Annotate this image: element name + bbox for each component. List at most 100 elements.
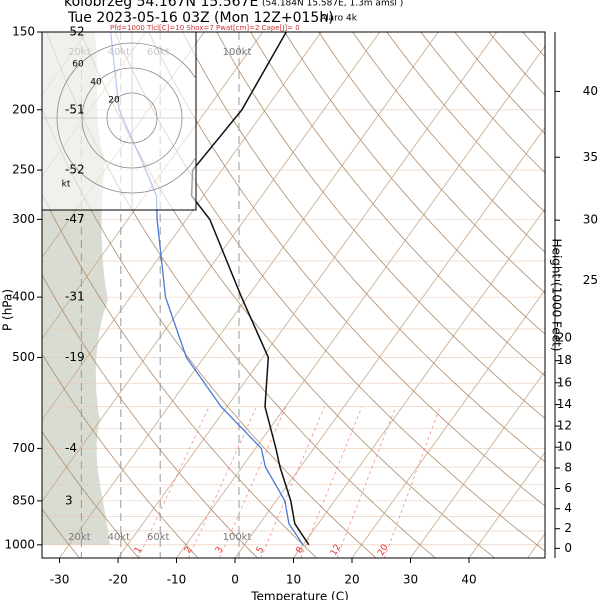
dry-adiabat <box>488 32 545 96</box>
dry-adiabat <box>182 32 545 463</box>
x-tick-label: -20 <box>108 573 128 587</box>
mixing-ratio-label: 12 <box>329 543 343 558</box>
y-tick-label: 150 <box>12 25 35 39</box>
y-tick-label: 200 <box>12 102 35 116</box>
y2-tick-label: 2 <box>564 521 572 535</box>
dry-adiabat <box>42 274 258 558</box>
y2-tick-label: 25 <box>583 273 598 287</box>
dry-adiabat <box>386 32 545 213</box>
mixing-ratio-label: 8 <box>295 545 307 555</box>
location-note: (54.184N 15.587E, 1.3m amsl ) <box>262 0 403 9</box>
x-tick-label: -10 <box>167 573 187 587</box>
chart-subtitle: Tue 2023-05-16 03Z (Mon 12Z+015h) <box>67 10 334 26</box>
level-temperature-label: -31 <box>65 290 85 304</box>
dry-adiabat <box>454 32 545 135</box>
wind-scale-label: 20kt <box>68 532 91 543</box>
y2-tick-label: 10 <box>557 440 572 454</box>
dry-adiabat <box>42 193 318 558</box>
y2-tick-label: 0 <box>564 541 572 555</box>
isotherm <box>117 32 498 558</box>
x-axis-label: Temperature (C) <box>250 590 349 600</box>
dry-adiabat <box>46 32 436 558</box>
hodograph-box <box>41 31 197 211</box>
dry-adiabat <box>318 32 545 294</box>
y-tick-label: 700 <box>12 441 35 455</box>
x-tick-label: 0 <box>231 573 239 587</box>
y2-tick-label: 20 <box>557 331 572 345</box>
y2-tick-label: 40 <box>583 84 598 98</box>
y2-tick-label: 8 <box>564 460 572 474</box>
profile-line <box>190 32 310 546</box>
y2-tick-label: 12 <box>557 419 572 433</box>
dry-adiabat <box>42 108 377 558</box>
isotherm <box>42 32 322 421</box>
hodograph-ring-label: 20 <box>108 96 120 106</box>
hodograph: 20 40 60 <box>42 32 196 210</box>
y-tick-label: 850 <box>12 493 35 507</box>
x-tick-label: -30 <box>50 573 70 587</box>
y2-axis-label: Height (1000 Feet) <box>550 239 564 352</box>
isotherm <box>351 289 545 558</box>
x-tick-label: 40 <box>461 573 476 587</box>
dry-adiabat <box>591 32 600 558</box>
level-temperature-label: -19 <box>65 350 85 364</box>
mixing-ratio-line <box>300 406 363 558</box>
isotherm <box>176 45 545 558</box>
isotherm <box>42 32 264 340</box>
y2-tick-label: 14 <box>557 397 572 411</box>
dry-adiabat <box>352 32 545 253</box>
isotherm <box>468 451 545 558</box>
level-temperature-label: -47 <box>65 212 85 226</box>
dry-adiabat <box>42 508 80 558</box>
hodograph-ring-label: 60 <box>72 60 84 70</box>
dry-adiabat <box>42 353 199 558</box>
y2-tick-label: 18 <box>557 353 572 367</box>
indices: Pfd=1000 Tlcl[C]=10 Shox=7 Pwat[cm]=2 Ca… <box>110 24 300 32</box>
level-temperature-label: -52 <box>65 163 85 177</box>
y-tick-label: 1000 <box>4 537 35 551</box>
y-tick-label: 300 <box>12 212 35 226</box>
dry-adiabat <box>80 32 495 558</box>
wind-scale-label: 100kt <box>223 532 252 543</box>
level-temperature-label: -4 <box>65 441 77 455</box>
y-tick-label: 500 <box>12 350 35 364</box>
dry-adiabat <box>420 32 545 174</box>
mixing-ratio-label: 5 <box>255 545 267 555</box>
dry-adiabat <box>250 32 545 377</box>
mixing-ratio-line <box>137 406 210 558</box>
mixing-ratio-label: 3 <box>214 545 226 555</box>
model-name: Alaro 4k <box>320 14 358 24</box>
isotherm <box>42 32 381 502</box>
dry-adiabat <box>114 32 545 552</box>
mixing-ratio-line <box>336 406 397 558</box>
level-temperature-label: -52 <box>65 25 85 39</box>
y2-tick-label: 16 <box>557 375 572 389</box>
chart-title: kolobrzeg 54.167N 15.567E <box>64 0 258 10</box>
x-tick-label: 20 <box>344 573 359 587</box>
mixing-ratio-label: 1 <box>133 545 145 555</box>
y-tick-label: 400 <box>12 290 35 304</box>
isotherm <box>293 208 545 558</box>
dry-adiabat <box>284 32 545 335</box>
y2-tick-label: 6 <box>564 481 572 495</box>
y2-tick-label: 30 <box>583 213 598 227</box>
y-axis-label: P (hPa) <box>1 289 15 331</box>
x-tick-label: 30 <box>403 573 418 587</box>
hodograph-unit: kt <box>62 180 71 190</box>
mixing-ratio-label: 2 <box>183 545 195 555</box>
mixing-ratio-line <box>384 406 441 558</box>
level-temperature-label: -51 <box>65 102 85 116</box>
dry-adiabat <box>148 32 545 507</box>
y-tick-label: 250 <box>12 163 35 177</box>
isotherm <box>234 126 545 558</box>
dry-adiabat <box>216 32 545 420</box>
dry-adiabat <box>42 431 140 558</box>
wind-scale-label: 60kt <box>147 532 170 543</box>
level-temperature-label: 3 <box>65 493 73 507</box>
x-tick-label: 10 <box>286 573 301 587</box>
y2-tick-label: 4 <box>564 501 572 515</box>
wind-scale-label: 40kt <box>108 532 131 543</box>
wind-scale-label: 100kt <box>223 47 252 58</box>
